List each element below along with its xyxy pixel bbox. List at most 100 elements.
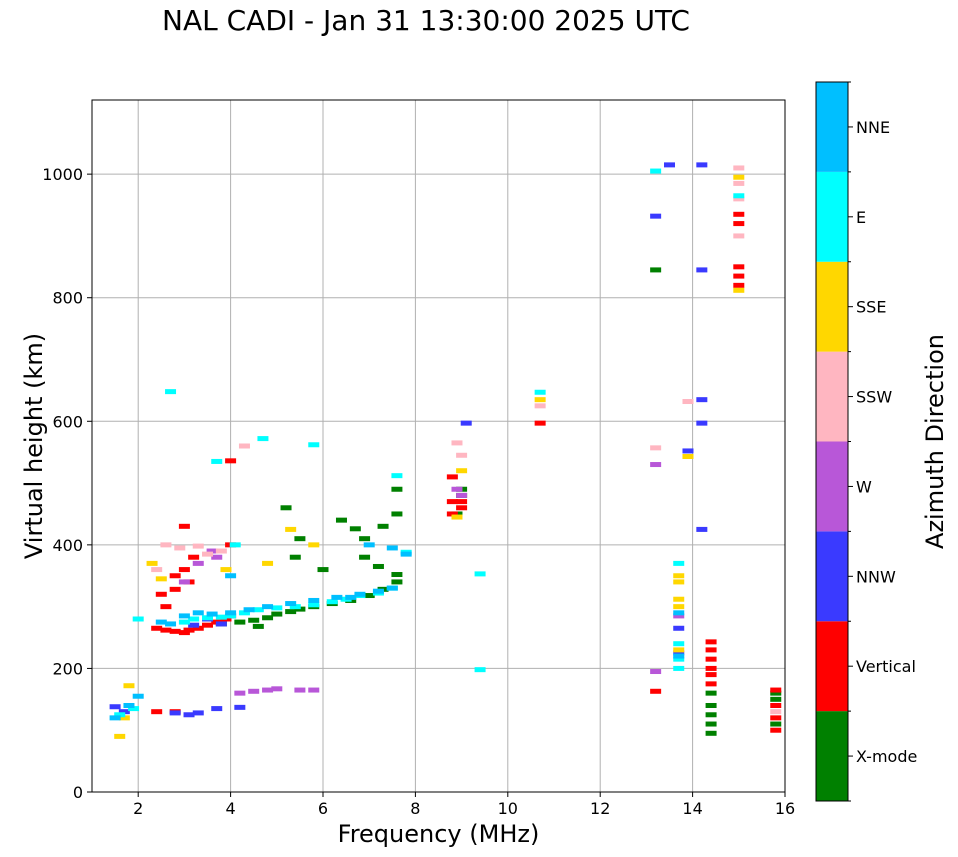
x-axis-ticks: 2 4 6 8 10 12 14 16	[133, 792, 795, 818]
data-point	[386, 585, 398, 591]
data-point	[155, 591, 167, 597]
data-point	[386, 545, 398, 551]
colorbar-segment-x-mode	[816, 711, 848, 801]
x-tick-label: 10	[498, 799, 518, 818]
data-point	[165, 621, 177, 627]
data-point	[220, 567, 232, 573]
data-point	[534, 397, 546, 403]
series-sse	[114, 174, 745, 739]
data-point	[770, 721, 782, 727]
data-point	[673, 665, 685, 671]
data-point	[188, 554, 200, 560]
data-point	[673, 610, 685, 616]
data-point	[317, 567, 329, 573]
data-point	[650, 688, 662, 694]
colorbar-tick-label: W	[856, 477, 872, 496]
colorbar-tick-label: NNE	[856, 118, 890, 137]
data-point	[234, 619, 246, 625]
data-point	[202, 551, 213, 557]
y-tick-label: 200	[52, 659, 83, 678]
data-point	[248, 617, 260, 623]
series-x-mode	[215, 267, 782, 736]
data-point	[326, 599, 338, 605]
data-point	[206, 611, 218, 617]
data-point	[178, 619, 190, 625]
data-point	[705, 639, 717, 645]
data-point	[262, 687, 274, 693]
colorbar-label: Azimuth Direction	[921, 334, 949, 549]
data-point	[285, 526, 297, 532]
colorbar-tick-label: Vertical	[856, 657, 916, 676]
series-ssw	[151, 165, 782, 715]
data-point	[650, 445, 662, 451]
data-point	[271, 611, 283, 617]
data-point	[770, 690, 782, 696]
data-point	[446, 474, 458, 480]
data-point	[215, 614, 227, 620]
data-point	[183, 627, 195, 633]
data-point	[188, 622, 200, 628]
data-point	[391, 572, 403, 578]
data-point	[151, 625, 163, 631]
x-tick-label: 4	[226, 799, 236, 818]
data-point	[705, 672, 717, 678]
data-point	[211, 458, 223, 464]
data-point	[331, 594, 343, 600]
data-point	[202, 615, 213, 621]
data-point	[673, 560, 685, 566]
data-point	[673, 641, 685, 647]
data-point	[262, 560, 274, 566]
data-point	[308, 542, 320, 548]
colorbar-tick-label: SSW	[856, 388, 892, 407]
data-point	[673, 579, 685, 585]
data-point	[225, 613, 237, 619]
data-point	[178, 523, 190, 529]
y-tick-label: 800	[52, 289, 83, 308]
data-point	[733, 211, 745, 217]
data-point	[696, 420, 708, 426]
data-point	[257, 436, 269, 442]
data-point	[474, 571, 486, 577]
data-point	[673, 650, 685, 656]
data-point	[372, 588, 384, 594]
data-point	[248, 688, 260, 694]
data-point	[770, 715, 782, 721]
data-point	[118, 715, 130, 721]
data-point	[183, 712, 195, 718]
data-point	[733, 273, 745, 279]
data-point	[238, 443, 250, 449]
data-point	[151, 567, 163, 573]
data-point	[733, 165, 745, 171]
data-point	[673, 604, 685, 610]
data-point	[128, 706, 140, 712]
data-point	[192, 625, 204, 631]
data-point	[289, 604, 301, 610]
data-point	[155, 576, 167, 582]
data-point	[446, 499, 458, 505]
data-point	[215, 548, 227, 554]
series-e	[114, 168, 745, 718]
data-point	[650, 213, 662, 219]
data-point	[174, 545, 186, 551]
data-point	[192, 543, 204, 549]
data-point	[225, 573, 237, 579]
data-point	[160, 627, 172, 633]
data-point	[705, 647, 717, 653]
data-point	[451, 514, 463, 520]
data-point	[169, 710, 181, 716]
data-point	[169, 586, 181, 592]
data-point	[733, 282, 745, 288]
data-point	[733, 287, 745, 293]
data-point	[534, 420, 546, 426]
colorbar-tick-label: X-mode	[856, 747, 917, 766]
data-point	[372, 563, 384, 569]
data-point	[673, 647, 685, 653]
data-point	[202, 622, 213, 628]
data-point	[192, 610, 204, 616]
grid-lines	[92, 100, 786, 793]
data-point	[733, 196, 745, 202]
data-point	[363, 593, 375, 599]
data-point	[192, 560, 204, 566]
series-w	[178, 462, 685, 696]
